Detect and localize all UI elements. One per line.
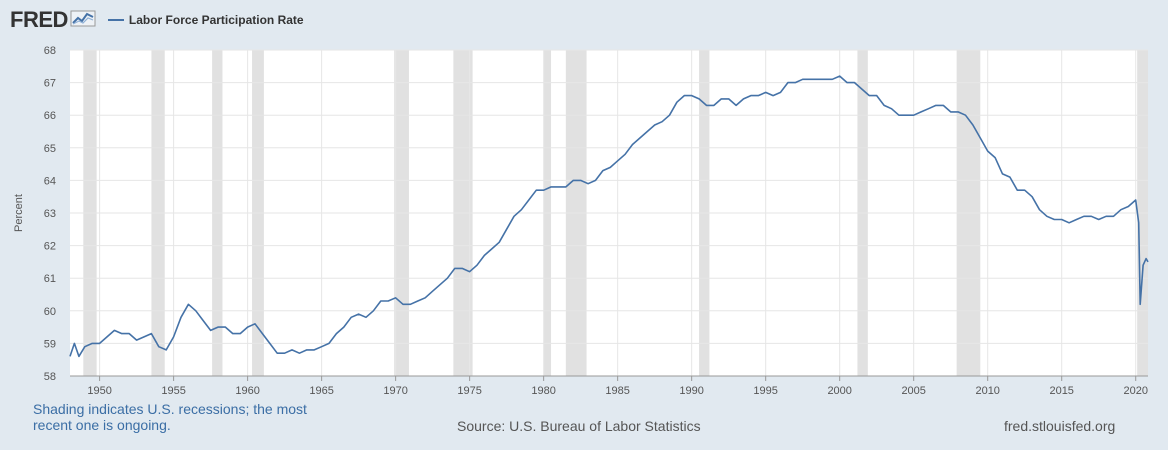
y-tick-label: 67 xyxy=(44,78,56,90)
site-link[interactable]: fred.stlouisfed.org xyxy=(1004,418,1116,434)
y-tick-label: 62 xyxy=(44,241,56,253)
y-tick-label: 58 xyxy=(44,371,56,383)
x-tick-label: 1975 xyxy=(457,385,481,397)
y-tick-label: 65 xyxy=(44,143,56,155)
x-tick-label: 2000 xyxy=(827,385,851,397)
x-tick-label: 2010 xyxy=(975,385,999,397)
chart-header: FRED Labor Force Participation Rate xyxy=(10,6,304,34)
grid-lines xyxy=(70,49,1148,377)
x-tick-label: 1960 xyxy=(235,385,259,397)
x-tick-label: 2020 xyxy=(1123,385,1147,397)
recession-note: Shading indicates U.S. recessions; the m… xyxy=(33,401,307,433)
y-tick-label: 59 xyxy=(44,338,56,350)
y-axis-label: Percent xyxy=(13,194,25,232)
y-tick-label: 64 xyxy=(44,175,56,187)
y-tick-label: 63 xyxy=(44,208,56,220)
x-tick-label: 1995 xyxy=(753,385,777,397)
y-tick-label: 68 xyxy=(44,45,56,57)
x-tick-label: 2015 xyxy=(1049,385,1073,397)
x-tick-label: 1965 xyxy=(309,385,333,397)
y-tick-labels: 58 59 60 61 62 63 64 65 66 67 68 xyxy=(44,45,56,383)
x-tick-label: 1990 xyxy=(679,385,703,397)
x-tick-label: 1970 xyxy=(383,385,407,397)
x-tick-label: 1955 xyxy=(161,385,185,397)
source-text: Source: U.S. Bureau of Labor Statistics xyxy=(457,418,701,434)
x-tick-label: 1950 xyxy=(87,385,111,397)
y-tick-label: 61 xyxy=(44,273,56,285)
x-tick-label: 2005 xyxy=(901,385,925,397)
y-tick-label: 66 xyxy=(44,110,56,122)
x-tick-label: 1985 xyxy=(605,385,629,397)
x-tick-label: 1980 xyxy=(531,385,555,397)
series-line[interactable] xyxy=(69,75,1149,358)
legend-swatch xyxy=(107,19,124,21)
x-tick-labels: 1950 1955 1960 1965 1970 1975 1980 1985 1990 1995… xyxy=(70,375,1148,397)
fred-chart-icon xyxy=(70,8,96,33)
legend-label: Labor Force Participation Rate xyxy=(128,13,304,27)
y-tick-label: 60 xyxy=(44,306,56,318)
fred-logo[interactable]: FRED xyxy=(10,7,68,32)
legend[interactable]: Labor Force Participation Rate xyxy=(107,13,304,27)
